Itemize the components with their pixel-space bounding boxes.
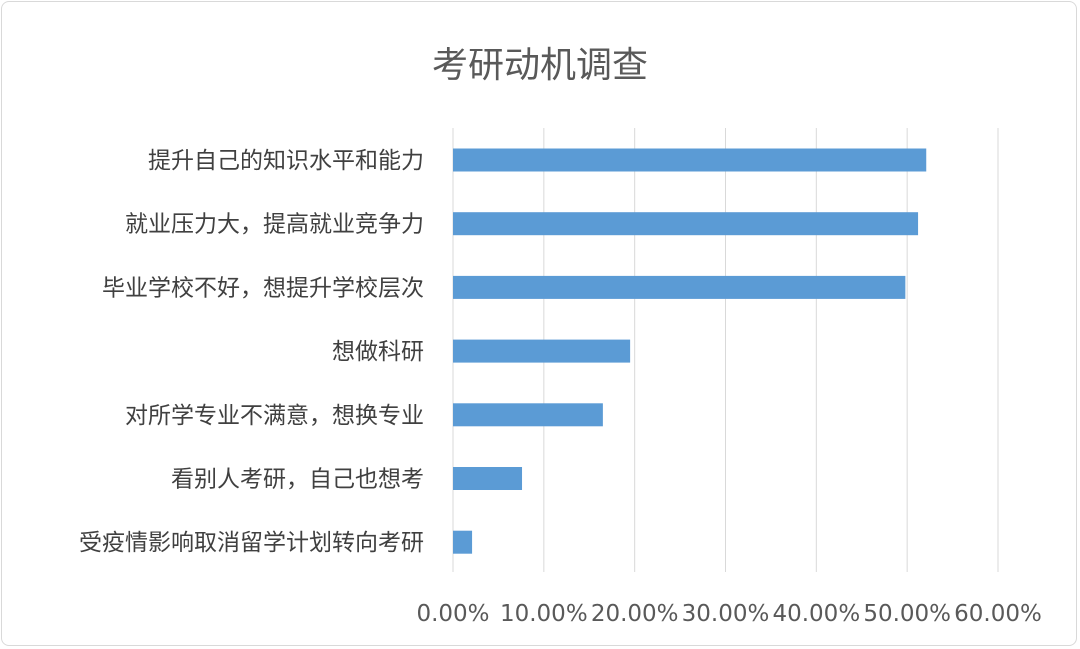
- x-tick-label: 40.00%: [772, 601, 860, 627]
- x-tick-label: 30.00%: [682, 601, 770, 627]
- x-tick-label: 60.00%: [954, 601, 1042, 627]
- category-label: 毕业学校不好，想提升学校层次: [102, 275, 424, 301]
- x-tick-label: 20.00%: [591, 601, 679, 627]
- x-tick-labels: 0.00% 10.00% 20.00% 30.00% 40.00% 50.00% 60.00…: [416, 601, 1041, 627]
- bar: [453, 403, 603, 427]
- category-label: 想做科研: [332, 339, 424, 365]
- category-label: 受疫情影响取消留学计划转向考研: [79, 530, 424, 556]
- bars: [453, 148, 927, 554]
- x-tick-label: 50.00%: [863, 601, 951, 627]
- bar: [453, 148, 927, 172]
- category-label: 看别人考研，自己也想考: [171, 467, 424, 493]
- x-tick-label: 0.00%: [416, 601, 489, 627]
- x-tick-label: 10.00%: [500, 601, 588, 627]
- bar: [453, 467, 523, 490]
- category-label: 对所学专业不满意，想换专业: [125, 403, 424, 429]
- gridlines: [452, 128, 999, 572]
- bar: [453, 530, 473, 554]
- bar: [453, 339, 631, 363]
- bar: [453, 275, 906, 299]
- bar: [453, 212, 919, 236]
- category-label: 就业压力大，提高就业竞争力: [125, 212, 424, 238]
- chart-title: 考研动机调查: [431, 45, 648, 86]
- category-labels: 提升自己的知识水平和能力就业压力大，提高就业竞争力毕业学校不好，想提升学校层次想…: [79, 148, 424, 556]
- category-label: 提升自己的知识水平和能力: [148, 148, 424, 174]
